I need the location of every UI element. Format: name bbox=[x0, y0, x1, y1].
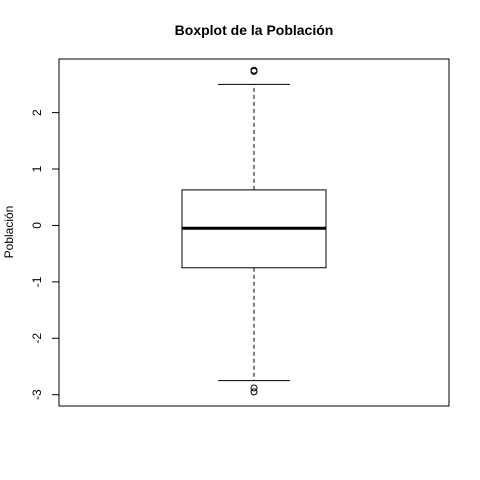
y-tick-label: -3 bbox=[30, 389, 44, 400]
y-tick-label: -1 bbox=[30, 276, 44, 287]
y-tick-label: 1 bbox=[30, 165, 44, 172]
y-tick-label: -2 bbox=[30, 333, 44, 344]
chart-title: Boxplot de la Población bbox=[175, 22, 334, 38]
y-tick-label: 2 bbox=[30, 109, 44, 116]
y-tick-label: 0 bbox=[30, 222, 44, 229]
y-axis-label: Población bbox=[2, 206, 16, 259]
